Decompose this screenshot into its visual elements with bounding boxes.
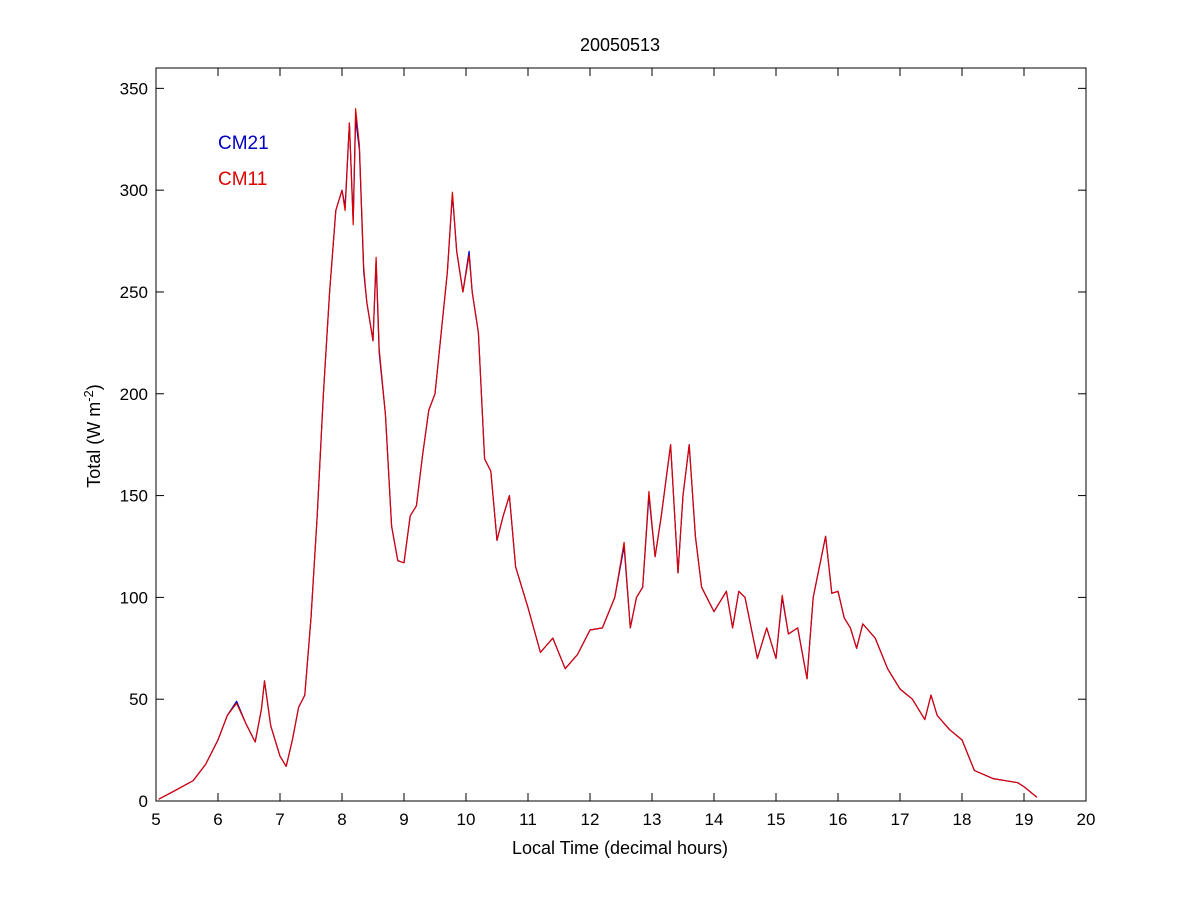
y-tick-label: 200 — [120, 385, 148, 404]
x-tick-label: 6 — [213, 810, 222, 829]
y-axis-label: Total (W m-2) — [81, 384, 104, 488]
x-tick-label: 17 — [891, 810, 910, 829]
x-tick-label: 13 — [643, 810, 662, 829]
x-tick-label: 10 — [457, 810, 476, 829]
x-tick-label: 9 — [399, 810, 408, 829]
x-tick-label: 14 — [705, 810, 724, 829]
y-tick-label: 50 — [129, 690, 148, 709]
legend-entry-cm21: CM21 — [218, 133, 269, 154]
x-tick-label: 5 — [151, 810, 160, 829]
plot-background — [156, 68, 1086, 801]
y-tick-label: 100 — [120, 588, 148, 607]
x-tick-label: 12 — [581, 810, 600, 829]
x-tick-label: 11 — [519, 810, 537, 829]
y-axis-label-close: ) — [84, 384, 104, 390]
y-tick-label: 0 — [139, 792, 148, 811]
x-tick-label: 15 — [767, 810, 786, 829]
x-tick-label: 20 — [1077, 810, 1096, 829]
x-tick-label: 19 — [1015, 810, 1034, 829]
series-line-cm11 — [158, 108, 1038, 800]
x-tick-label: 7 — [275, 810, 284, 829]
legend-entry-cm11: CM11 — [218, 169, 267, 190]
chart-title: 20050513 — [580, 35, 660, 55]
y-tick-label: 350 — [120, 79, 148, 98]
y-tick-label: 250 — [120, 283, 148, 302]
y-tick-label: 300 — [120, 181, 148, 200]
series-layer — [158, 108, 1038, 800]
legend: CM21 CM11 — [218, 133, 269, 190]
y-axis-label-superscript: -2 — [81, 390, 96, 402]
x-tick-label: 8 — [337, 810, 346, 829]
x-axis-label: Local Time (decimal hours) — [512, 838, 728, 858]
axes-layer: 5 6 7 8 9 10 11 12 13 14 15 16 17 18 19 200501001502002… — [120, 67, 1096, 829]
axes-frame — [155, 67, 1087, 802]
y-tick-label: 150 — [120, 487, 148, 506]
y-axis-label-main: Total (W m — [84, 402, 104, 488]
x-tick-label: 18 — [953, 810, 972, 829]
x-tick-label: 16 — [829, 810, 848, 829]
plot-area — [156, 68, 1086, 801]
